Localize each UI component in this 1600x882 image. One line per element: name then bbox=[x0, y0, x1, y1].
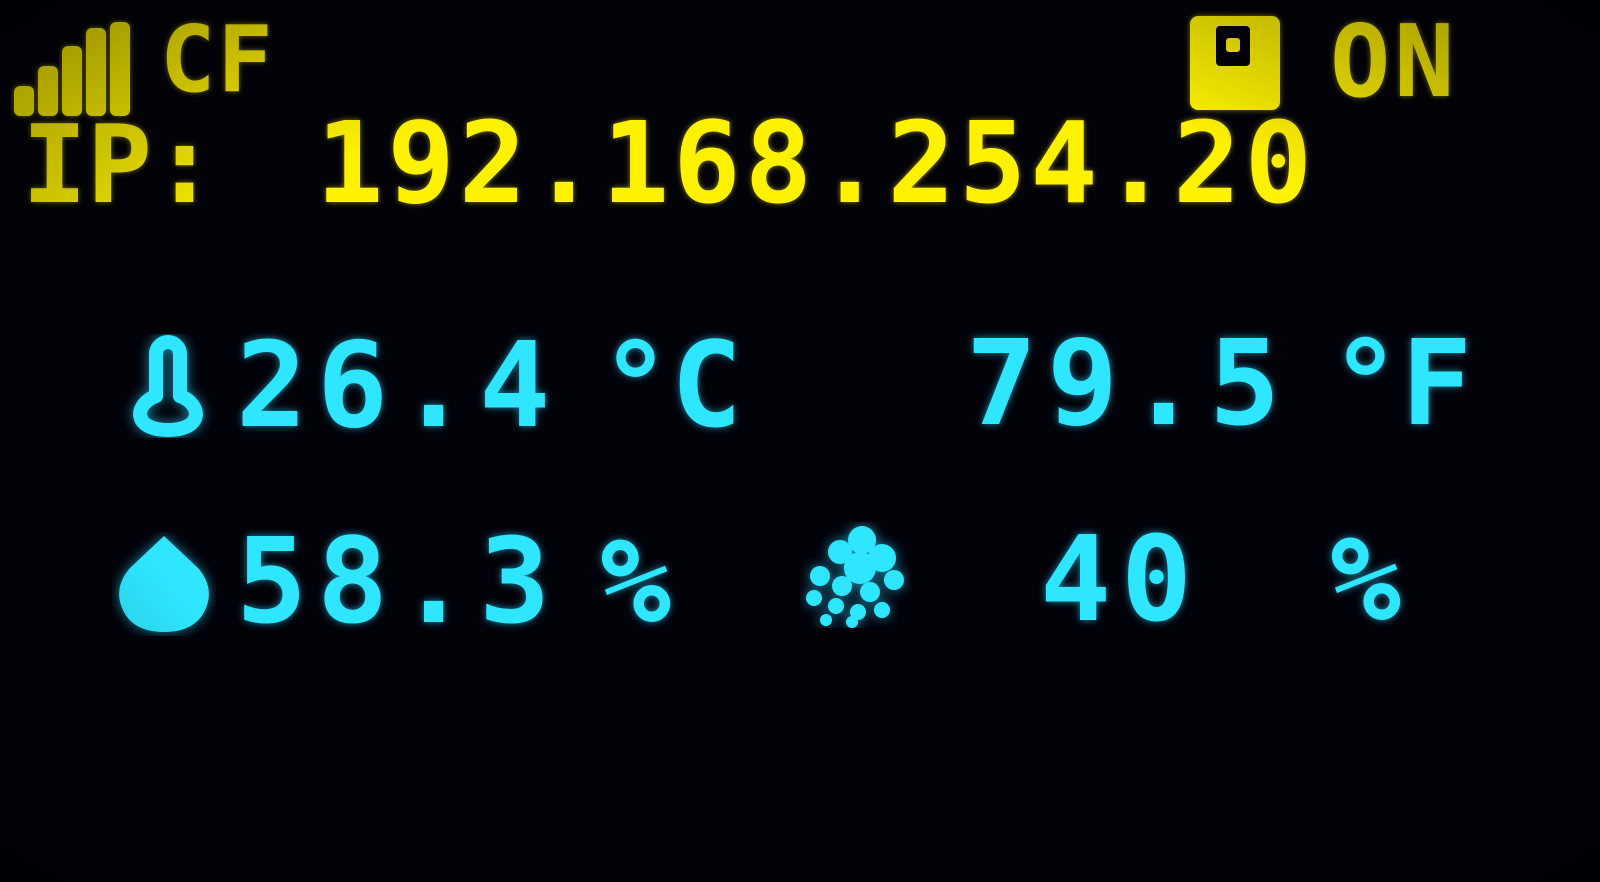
temperature-celsius: 26.4 bbox=[236, 316, 561, 454]
water-drop-icon bbox=[119, 536, 209, 632]
celsius-unit: °C bbox=[600, 316, 743, 454]
ip-address: 192.168.254.20 bbox=[316, 99, 1317, 229]
mode-label: CF bbox=[160, 6, 275, 113]
fan-icon bbox=[806, 526, 904, 628]
humidity-unit: % bbox=[600, 512, 672, 650]
thermometer-icon bbox=[133, 335, 203, 437]
fahrenheit-unit: °F bbox=[1330, 314, 1473, 452]
humidity-value: 58.3 bbox=[236, 512, 561, 650]
status-label: ON bbox=[1330, 3, 1459, 120]
fan-speed-value: 40 bbox=[1040, 510, 1203, 648]
sd-card-icon bbox=[1190, 16, 1280, 110]
temperature-fahrenheit: 79.5 bbox=[966, 314, 1291, 452]
wifi-signal-icon bbox=[14, 22, 130, 116]
fan-speed-unit: % bbox=[1330, 510, 1402, 648]
ip-label: IP: bbox=[22, 103, 218, 228]
